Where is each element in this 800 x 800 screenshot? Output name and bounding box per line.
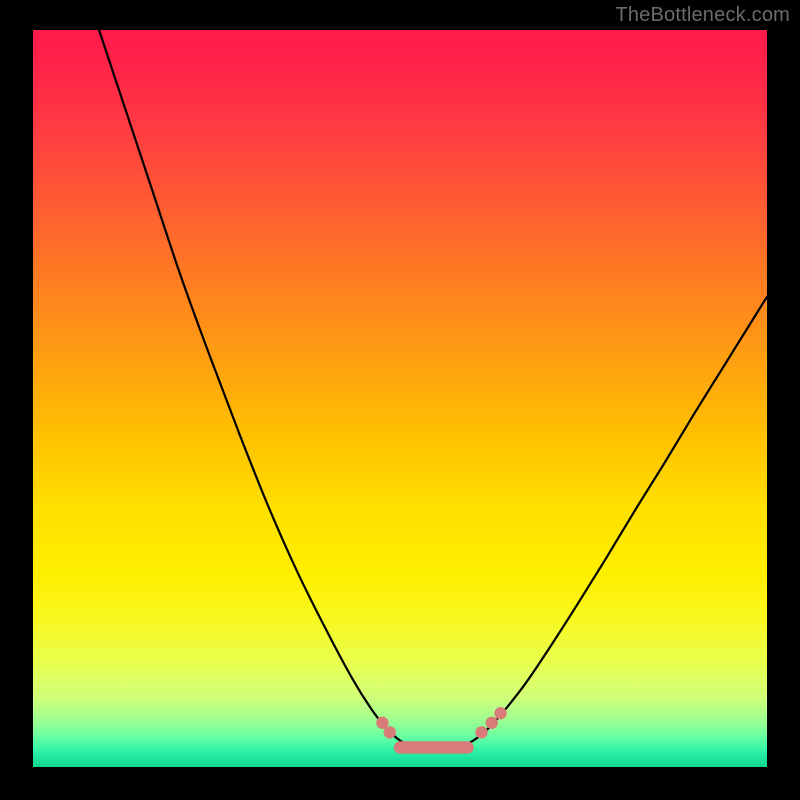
marker-dot: [384, 726, 396, 738]
attribution-text: TheBottleneck.com: [615, 4, 790, 27]
bottleneck-curve-chart: [0, 0, 800, 800]
marker-dot: [494, 707, 506, 719]
marker-capsule: [394, 741, 474, 753]
plot-background: [33, 30, 767, 767]
chart-root: TheBottleneck.com: [0, 0, 800, 800]
marker-dot: [486, 717, 498, 729]
marker-dot: [475, 726, 487, 738]
